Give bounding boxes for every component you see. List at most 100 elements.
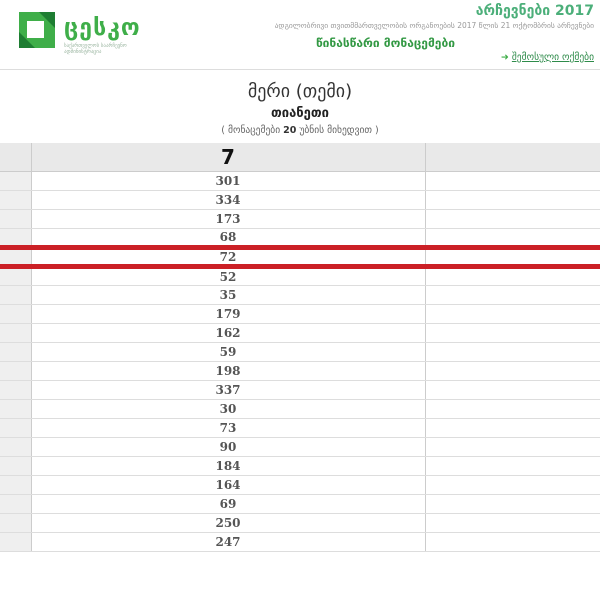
row-left-cell <box>0 494 32 514</box>
results-table: 7 301 334 173 68 72 52 35 179 162 59 198 337 30 73 90 1… <box>0 143 600 552</box>
title-block: მერი (თემი) თიანეთი ( მონაცემები 20 უბნი… <box>0 70 600 138</box>
row-left-cell <box>0 323 32 343</box>
row-right-cell <box>425 418 600 438</box>
page-title: მერი (თემი) <box>247 81 353 102</box>
table-row: 30 <box>0 399 600 419</box>
row-right-cell <box>425 513 600 533</box>
row-right-cell <box>425 266 600 286</box>
row-left-cell <box>0 228 32 248</box>
row-left-cell <box>0 437 32 457</box>
party-number-header: 7 <box>30 143 426 172</box>
row-left-cell <box>0 513 32 533</box>
row-right-cell <box>425 437 600 457</box>
row-left-cell <box>0 190 32 210</box>
precinct-votes-value: 52 <box>31 266 426 286</box>
page-header: ცესკო საქართველოს საარჩევნო ადმინისტრაცი… <box>0 0 600 70</box>
row-left-cell <box>0 171 32 191</box>
table-row: 301 <box>0 171 600 191</box>
table-header-row: 7 <box>0 143 600 172</box>
table-row: 198 <box>0 361 600 381</box>
row-right-cell <box>425 361 600 381</box>
row-right-cell <box>425 399 600 419</box>
precinct-votes-value: 250 <box>31 513 426 533</box>
header-right-cell <box>425 143 600 172</box>
table-row-highlighted: 72 <box>0 244 600 269</box>
row-right-cell <box>425 285 600 305</box>
table-row: 173 <box>0 209 600 229</box>
table-row: 52 <box>0 266 600 286</box>
incoming-protocols-link[interactable]: ➜ შემოსული ოქმები <box>501 52 594 63</box>
arrow-right-icon: ➜ <box>500 52 509 63</box>
table-row: 59 <box>0 342 600 362</box>
row-right-cell <box>425 532 600 552</box>
cesko-logo-icon <box>19 12 55 48</box>
precinct-votes-value: 68 <box>31 228 426 248</box>
table-row: 164 <box>0 475 600 495</box>
cesko-logo-title: ცესკო <box>64 15 141 41</box>
row-left-cell <box>0 380 32 400</box>
row-left-cell <box>0 475 32 495</box>
elections-subtitle: ადგილობრივი თვითმმართველობის ორგანოების … <box>274 21 594 30</box>
precinct-votes-value: 179 <box>31 304 426 324</box>
table-row: 73 <box>0 418 600 438</box>
row-right-cell <box>425 475 600 495</box>
results-table-body: 301 334 173 68 72 52 35 179 162 59 198 337 30 73 90 184… <box>0 171 600 552</box>
cesko-logo-subtitle: საქართველოს საარჩევნო ადმინისტრაცია <box>64 43 127 55</box>
table-row: 247 <box>0 532 600 552</box>
preliminary-data-label: წინასწარი მონაცემები <box>316 36 455 50</box>
table-row: 35 <box>0 285 600 305</box>
precinct-votes-value: 337 <box>31 380 426 400</box>
precinct-votes-value: 69 <box>31 494 426 514</box>
precinct-note-suffix: უბნის მიხედვით ) <box>296 125 379 136</box>
row-right-cell <box>425 228 600 248</box>
table-row: 162 <box>0 323 600 343</box>
precinct-votes-value: 164 <box>31 475 426 495</box>
precinct-votes-value: 173 <box>31 209 426 229</box>
row-right-cell <box>425 209 600 229</box>
row-left-cell <box>0 456 32 476</box>
municipality-name: თიანეთი <box>271 106 329 121</box>
precinct-votes-value: 59 <box>31 342 426 362</box>
precinct-note-prefix: ( მონაცემები <box>221 125 284 136</box>
row-right-cell <box>425 244 600 269</box>
row-right-cell <box>425 171 600 191</box>
row-left-cell <box>0 209 32 229</box>
row-right-cell <box>425 456 600 476</box>
precinct-note: ( მონაცემები 20 უბნის მიხედვით ) <box>0 123 600 138</box>
row-left-cell <box>0 285 32 305</box>
table-row: 68 <box>0 228 600 248</box>
precinct-votes-value: 35 <box>31 285 426 305</box>
elections-2017-title: არჩევნები 2017 <box>475 3 594 19</box>
row-left-cell <box>0 342 32 362</box>
row-left-cell <box>0 418 32 438</box>
row-left-cell <box>0 361 32 381</box>
row-right-cell <box>425 304 600 324</box>
cesko-logo-text: ცესკო საქართველოს საარჩევნო ადმინისტრაცი… <box>64 10 141 55</box>
precinct-votes-value: 198 <box>31 361 426 381</box>
table-row: 90 <box>0 437 600 457</box>
precinct-votes-value: 30 <box>31 399 426 419</box>
row-right-cell <box>425 494 600 514</box>
precinct-votes-value: 334 <box>31 190 426 210</box>
incoming-protocols-link-label: შემოსული ოქმები <box>511 52 594 63</box>
precinct-votes-value: 90 <box>31 437 426 457</box>
table-row: 250 <box>0 513 600 533</box>
row-right-cell <box>425 190 600 210</box>
table-row: 337 <box>0 380 600 400</box>
precinct-votes-value: 72 <box>31 244 426 269</box>
precinct-votes-value: 162 <box>31 323 426 343</box>
table-row: 184 <box>0 456 600 476</box>
table-row: 69 <box>0 494 600 514</box>
row-left-cell <box>0 244 32 269</box>
precinct-votes-value: 301 <box>31 171 426 191</box>
row-right-cell <box>425 323 600 343</box>
header-left-cell <box>0 143 31 172</box>
table-row: 334 <box>0 190 600 210</box>
precinct-votes-value: 184 <box>31 456 426 476</box>
precinct-count: 20 <box>283 125 297 136</box>
row-left-cell <box>0 304 32 324</box>
cesko-logo[interactable]: ცესკო საქართველოს საარჩევნო ადმინისტრაცი… <box>17 10 141 55</box>
table-row: 179 <box>0 304 600 324</box>
precinct-votes-value: 247 <box>31 532 426 552</box>
row-right-cell <box>425 380 600 400</box>
